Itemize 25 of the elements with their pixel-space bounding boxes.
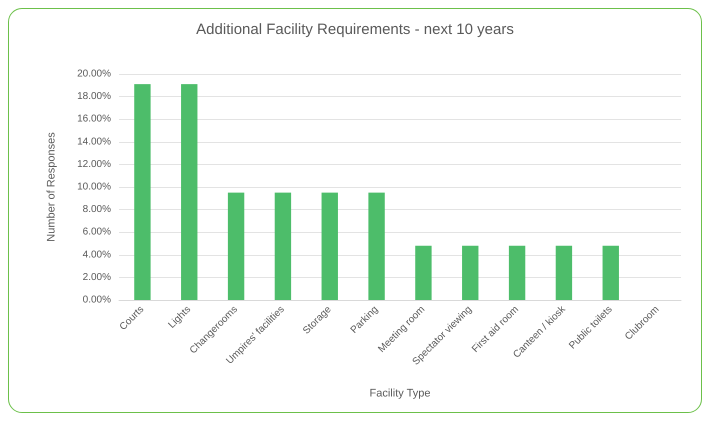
y-tick-label: 12.00% xyxy=(77,158,112,170)
y-tick-label: 8.00% xyxy=(82,204,112,216)
y-tick-label: 14.00% xyxy=(77,136,112,148)
y-tick-label: 16.00% xyxy=(77,114,112,125)
x-axis-title: Facility Type xyxy=(370,388,430,400)
y-tick-label: 20.00% xyxy=(77,68,112,80)
bar xyxy=(134,84,151,300)
bar xyxy=(322,192,338,300)
y-tick-label: 10.00% xyxy=(77,182,112,192)
y-tick-label: 18.00% xyxy=(77,91,112,102)
bar xyxy=(556,246,572,300)
chart-title: Additional Facility Requirements - next 10 years xyxy=(196,21,514,38)
bar xyxy=(181,84,198,300)
bar xyxy=(274,192,292,300)
bar xyxy=(602,246,619,300)
y-tick-label: 6.00% xyxy=(82,226,112,238)
y-tick-label: 2.00% xyxy=(82,272,112,283)
bar xyxy=(415,246,432,300)
y-axis-title: Number of Responses xyxy=(46,132,58,242)
y-tick-label: 4.00% xyxy=(82,249,112,260)
bar xyxy=(368,192,385,300)
bar xyxy=(462,246,478,300)
bar xyxy=(508,246,526,300)
y-tick-label: 0.00% xyxy=(82,294,112,306)
bar xyxy=(228,192,244,300)
